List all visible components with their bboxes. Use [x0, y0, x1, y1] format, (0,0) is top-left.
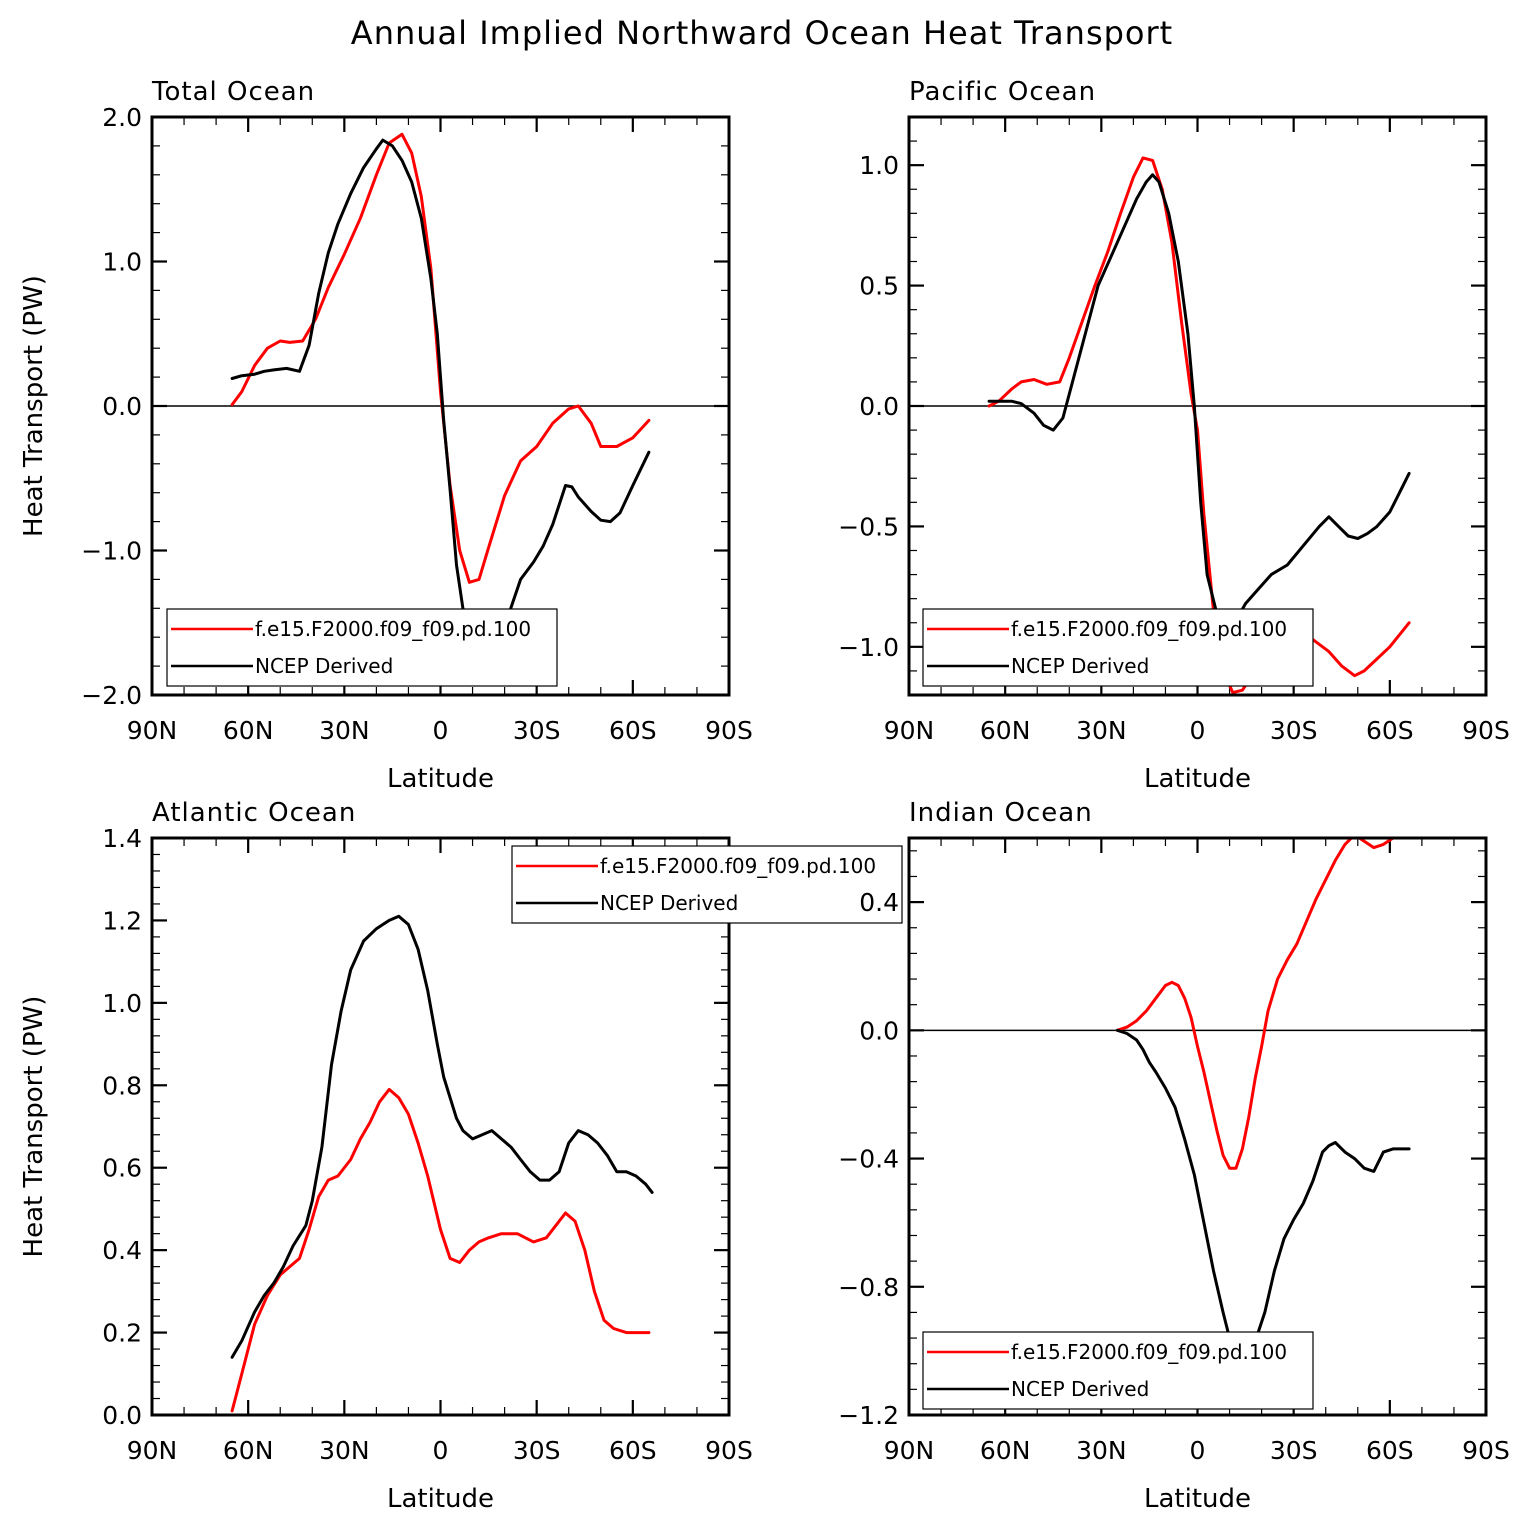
x-tick-label: 90S [1462, 716, 1510, 745]
plot-frame [907, 836, 1488, 1417]
x-tick-label: 60S [1366, 1436, 1414, 1465]
x-tick-label: 60S [1366, 716, 1414, 745]
x-tick-label: 30N [1076, 1436, 1127, 1465]
legend-label-model: f.e15.F2000.f09_f09.pd.100 [255, 617, 531, 641]
figure-title: Annual Implied Northward Ocean Heat Tran… [351, 14, 1173, 52]
y-tick-label: −0.4 [838, 1145, 899, 1174]
x-tick-label: 90N [884, 716, 935, 745]
plot-frame [150, 115, 731, 697]
y-tick-label: −1.0 [81, 537, 142, 566]
x-tick-label: 90N [127, 1436, 178, 1465]
x-axis-label: Latitude [387, 764, 494, 794]
legend-label-model: f.e15.F2000.f09_f09.pd.100 [600, 854, 876, 878]
y-tick-label: 0.4 [102, 1236, 142, 1265]
y-tick-label: 0.5 [859, 272, 899, 301]
x-tick-label: 30N [319, 716, 370, 745]
legend-box [922, 608, 1314, 687]
x-tick-label: 30S [513, 1436, 561, 1465]
x-tick-label: 0 [1190, 716, 1206, 745]
y-tick-label: 1.0 [102, 989, 142, 1018]
panel-title: Atlantic Ocean [152, 798, 356, 828]
legend-label-obs: NCEP Derived [1011, 1377, 1149, 1401]
x-tick-label: 0 [433, 1436, 449, 1465]
x-tick-label: 60N [980, 1436, 1031, 1465]
y-tick-label: 2.0 [102, 103, 142, 132]
y-tick-label: 1.2 [102, 906, 142, 935]
series-line-ncep [987, 173, 1411, 630]
legend-label-model: f.e15.F2000.f09_f09.pd.100 [1011, 617, 1287, 641]
series-line-model [987, 156, 1411, 695]
panel-title: Indian Ocean [909, 798, 1093, 828]
x-tick-label: 90S [1462, 1436, 1510, 1465]
y-tick-label: 0.6 [102, 1154, 142, 1183]
x-tick-label: 30S [1270, 716, 1318, 745]
y-tick-label: −2.0 [81, 681, 142, 710]
legend-label-obs: NCEP Derived [600, 891, 738, 915]
x-tick-label: 30N [319, 1436, 370, 1465]
x-tick-label: 30N [1076, 716, 1127, 745]
y-tick-label: −0.8 [838, 1273, 899, 1302]
x-tick-label: 30S [513, 716, 561, 745]
series-line-model [230, 1087, 651, 1413]
x-tick-label: 0 [433, 716, 449, 745]
x-tick-label: 60S [609, 1436, 657, 1465]
y-axis-label: Heat Transport (PW) [19, 275, 49, 537]
y-tick-label: 0.4 [859, 888, 899, 917]
x-tick-label: 90S [705, 1436, 753, 1465]
y-tick-label: 1.0 [102, 248, 142, 277]
x-tick-label: 90N [884, 1436, 935, 1465]
x-tick-label: 60N [223, 1436, 274, 1465]
legend-label-obs: NCEP Derived [255, 654, 393, 678]
legend-label-obs: NCEP Derived [1011, 654, 1149, 678]
x-tick-label: 30S [1270, 1436, 1318, 1465]
series-line-ncep [1115, 1028, 1411, 1366]
series-line-ncep [230, 914, 654, 1359]
y-tick-label: 0.0 [859, 1016, 899, 1045]
x-tick-label: 60S [609, 716, 657, 745]
series-line-ncep [230, 138, 651, 648]
y-axis-label: Heat Transport (PW) [19, 996, 49, 1258]
panel-title: Total Ocean [151, 77, 315, 107]
x-tick-label: 60N [223, 716, 274, 745]
series-line-model [1115, 838, 1398, 1170]
x-tick-label: 90N [127, 716, 178, 745]
plot-frame [150, 836, 731, 1417]
y-tick-label: 0.2 [102, 1319, 142, 1348]
x-tick-label: 0 [1190, 1436, 1206, 1465]
y-tick-label: 0.8 [102, 1071, 142, 1100]
x-tick-label: 90S [705, 716, 753, 745]
y-tick-label: −0.5 [838, 512, 899, 541]
y-tick-label: 0.0 [859, 392, 899, 421]
y-tick-label: −1.0 [838, 633, 899, 662]
y-tick-label: 0.0 [102, 1401, 142, 1430]
panel-title: Pacific Ocean [909, 77, 1096, 107]
legend-box [511, 845, 903, 924]
x-axis-label: Latitude [1144, 764, 1251, 794]
x-axis-label: Latitude [387, 1484, 494, 1514]
panel-indian-ocean: Indian Ocean Latitude −1.2 −0.8 −0.4 0.0 0.4… [838, 798, 1510, 1514]
panel-atlantic-ocean: Atlantic Ocean Heat Transport (PW) Latit… [19, 798, 903, 1514]
x-axis-label: Latitude [1144, 1484, 1251, 1514]
x-tick-label: 60N [980, 716, 1031, 745]
y-tick-label: 1.0 [859, 151, 899, 180]
legend-box [166, 608, 558, 687]
legend-label-model: f.e15.F2000.f09_f09.pd.100 [1011, 1340, 1287, 1364]
legend-box [922, 1331, 1314, 1410]
panel-total-ocean: Total Ocean Heat Transport (PW) Latitude… [19, 77, 753, 794]
panel-pacific-ocean: Pacific Ocean Latitude −1.0 −0.5 0.0 0.5 1.0… [838, 77, 1510, 794]
y-tick-label: 1.4 [102, 824, 142, 853]
y-tick-label: 0.0 [102, 392, 142, 421]
plot-frame [907, 115, 1488, 697]
y-tick-label: −1.2 [838, 1401, 899, 1430]
